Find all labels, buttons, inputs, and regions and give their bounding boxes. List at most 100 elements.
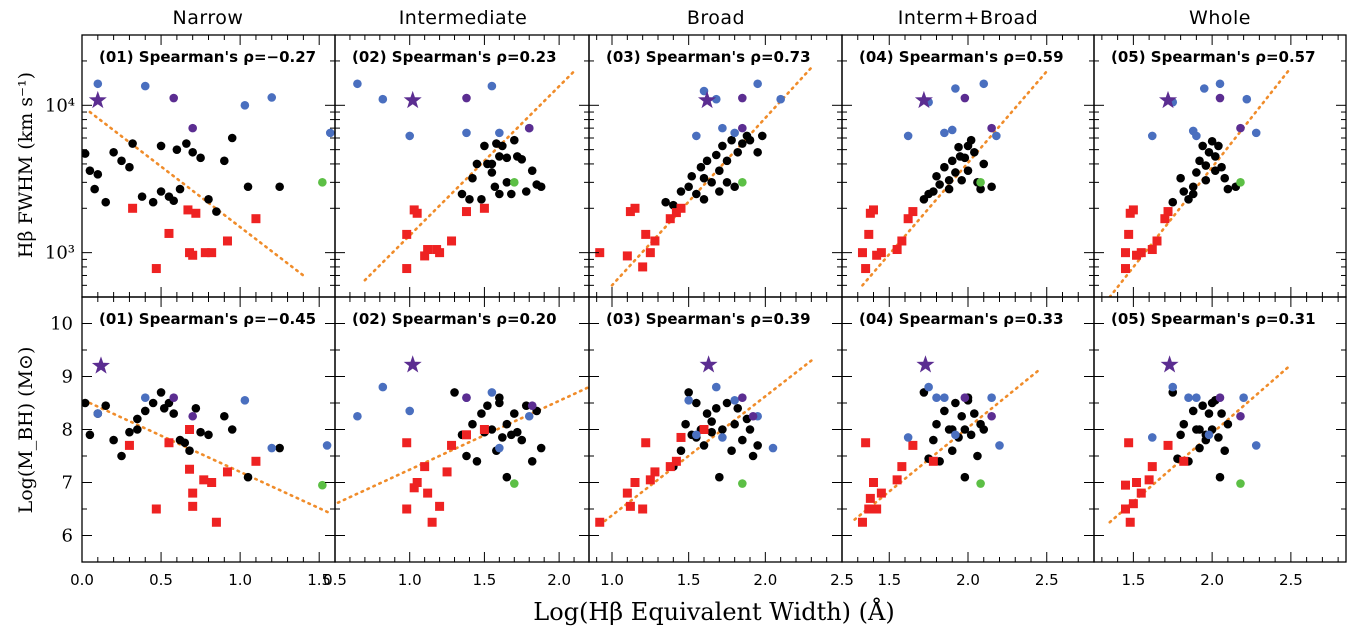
data-point-black (101, 401, 111, 410)
data-point-red (1144, 475, 1154, 485)
data-point-black (450, 388, 459, 397)
data-point-black (128, 139, 137, 148)
data-point-red (409, 483, 419, 493)
data-point-black (1207, 398, 1217, 408)
data-point-red (1136, 488, 1146, 498)
x-tick-label: 0.0 (70, 571, 94, 589)
spearman-label: (01) Spearman's ρ=−0.27 (99, 48, 316, 66)
data-point-black (715, 166, 724, 175)
data-point-black (477, 409, 486, 418)
data-point-green (318, 480, 327, 490)
data-point-star (1159, 90, 1178, 109)
data-point-blue (1192, 393, 1201, 403)
data-point-black (137, 192, 147, 201)
x-tick-label: 1.5 (307, 571, 331, 589)
data-point-black (502, 419, 512, 429)
data-point-blue (462, 128, 471, 138)
data-point-black (490, 182, 500, 192)
data-point-black (669, 200, 678, 210)
data-point-black (536, 443, 546, 453)
data-point-black (696, 162, 706, 172)
data-point-star (1160, 355, 1179, 373)
panel-marks (595, 355, 813, 527)
data-point-red (641, 438, 651, 448)
data-point-blue (240, 396, 250, 405)
data-point-red (1125, 517, 1135, 527)
panel-3: (03) Spearman's ρ=0.73 (588, 34, 843, 298)
data-point-black (462, 451, 471, 461)
data-point-black (951, 168, 960, 177)
data-point-black (169, 196, 179, 206)
data-point-red (908, 440, 918, 450)
data-point-black (932, 171, 941, 181)
x-tick-label: 0.5 (149, 571, 173, 589)
data-point-black (730, 419, 739, 429)
data-point-black (507, 189, 516, 199)
col-header-interm-broad: Interm+Broad (898, 7, 1038, 29)
data-point-black (976, 184, 985, 194)
data-point-black (733, 404, 743, 413)
data-point-black (1195, 425, 1204, 434)
column-headers: Narrow Intermediate Broad Interm+Broad W… (173, 7, 1251, 29)
data-point-red (864, 504, 874, 514)
data-point-black (745, 425, 755, 434)
data-point-black (101, 197, 111, 207)
data-point-purple (960, 93, 970, 103)
data-point-red (671, 208, 681, 218)
data-point-purple (1236, 411, 1245, 421)
data-point-blue (903, 131, 913, 141)
data-point-blue (495, 443, 504, 453)
data-point-blue (1147, 433, 1157, 442)
data-point-red (200, 248, 210, 258)
data-point-red (412, 478, 422, 487)
data-point-red (420, 251, 430, 261)
data-point-black (117, 451, 126, 461)
data-point-black (1210, 166, 1220, 175)
data-point-black (707, 178, 716, 187)
data-point-black (966, 430, 976, 440)
data-point-red (861, 438, 871, 448)
data-point-blue (730, 396, 739, 405)
data-point-blue (267, 93, 277, 102)
x-tick-label: 1.0 (600, 571, 624, 589)
data-point-green (318, 178, 327, 187)
data-point-red (645, 248, 655, 258)
data-point-black (727, 135, 736, 145)
data-point-black (1176, 430, 1185, 440)
y-tick-label: 6 (62, 526, 73, 547)
data-point-black (468, 173, 477, 183)
data-point-black (1188, 182, 1198, 192)
data-point-purple (960, 393, 970, 403)
data-point-black (1195, 156, 1204, 166)
data-point-red (928, 456, 938, 466)
data-point-black (947, 156, 957, 166)
data-point-red (402, 438, 412, 448)
data-point-red (876, 248, 886, 258)
data-point-black (156, 388, 166, 397)
spearman-label: (03) Spearman's ρ=0.73 (606, 48, 811, 66)
data-point-black (188, 147, 197, 157)
data-point-black (517, 435, 527, 445)
data-point-red (630, 478, 640, 487)
data-point-blue (768, 443, 778, 453)
data-point-black (955, 152, 965, 161)
data-point-black (1223, 419, 1233, 429)
data-point-green (976, 178, 985, 187)
data-point-blue (487, 81, 497, 91)
data-point-red (650, 236, 660, 246)
data-point-red (1121, 480, 1130, 490)
panel-6: (01) Spearman's ρ=−0.45 0.0 0.5 1.0 1.5 6 7 8 9 1… (50, 296, 336, 589)
data-point-purple (987, 411, 996, 421)
data-point-blue (699, 86, 709, 96)
x-axis-label: Log(Hβ Equivalent Width) (Å) (533, 597, 894, 626)
panel-frame (588, 296, 843, 563)
data-point-blue (1251, 128, 1261, 138)
data-point-black (527, 166, 537, 175)
data-point-black (480, 141, 489, 151)
data-point-red (447, 236, 457, 246)
data-point-star (698, 90, 717, 109)
data-point-black (156, 141, 166, 151)
data-point-black (275, 182, 284, 192)
data-point-black (148, 398, 158, 408)
y-tick-label: 10³ (45, 243, 75, 264)
